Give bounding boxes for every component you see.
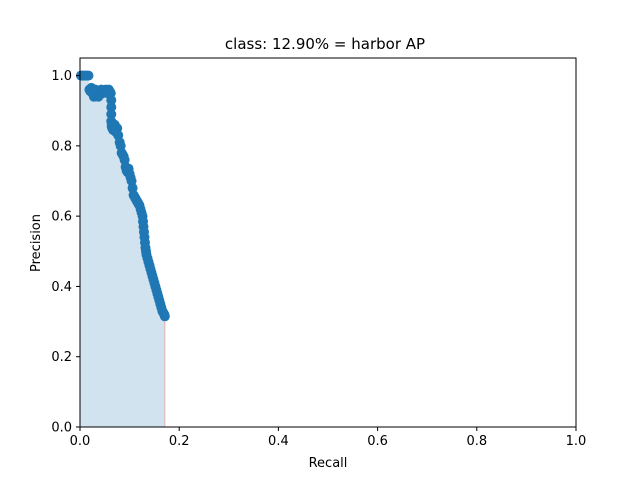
x-tick-label: 0.2 bbox=[169, 434, 190, 449]
pr-point bbox=[106, 102, 117, 113]
plot-area bbox=[75, 70, 170, 427]
y-tick-label: 0.6 bbox=[51, 210, 72, 225]
x-axis-label: Recall bbox=[309, 456, 348, 471]
x-tick-label: 0.8 bbox=[466, 434, 487, 449]
chart-title: class: 12.90% = harbor AP bbox=[225, 35, 425, 53]
y-tick-label: 0.0 bbox=[51, 421, 72, 436]
pr-area-fill bbox=[80, 75, 165, 427]
axes-frame bbox=[79, 57, 577, 428]
pr-point bbox=[159, 311, 170, 322]
y-tick-label: 0.2 bbox=[51, 350, 72, 365]
x-axis: 0.0 0.2 0.4 0.6 0.8 1.0 bbox=[70, 427, 587, 449]
y-tick-label: 0.4 bbox=[51, 280, 72, 295]
x-tick-label: 0.0 bbox=[70, 434, 91, 449]
y-axis: 0.0 0.2 0.4 0.6 0.8 1.0 bbox=[51, 69, 80, 436]
y-tick-label: 1.0 bbox=[51, 69, 72, 84]
y-tick-label: 0.8 bbox=[51, 139, 72, 154]
y-axis-label: Precision bbox=[29, 214, 44, 272]
pr-point bbox=[83, 70, 94, 81]
pr-point bbox=[106, 109, 117, 120]
pr-point bbox=[106, 95, 117, 106]
x-tick-label: 1.0 bbox=[566, 434, 587, 449]
x-tick-label: 0.6 bbox=[367, 434, 388, 449]
x-tick-label: 0.4 bbox=[268, 434, 289, 449]
